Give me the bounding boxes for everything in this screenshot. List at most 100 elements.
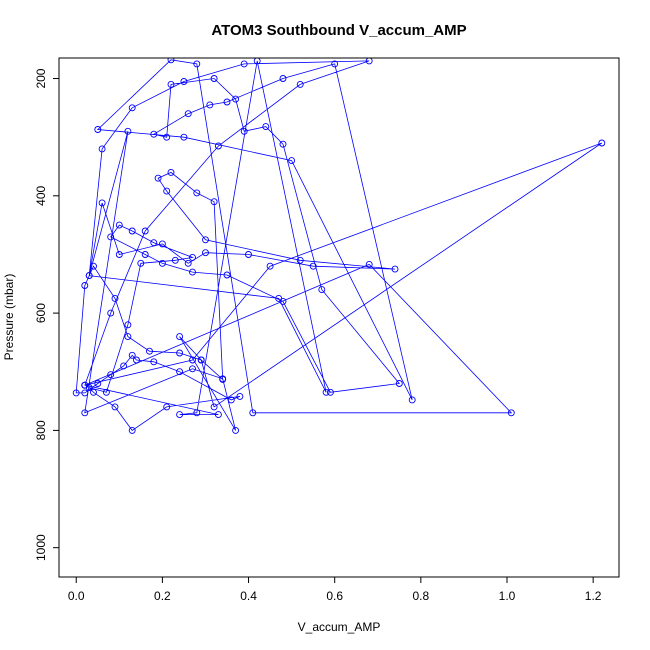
- data-point: [266, 262, 274, 270]
- data-point: [167, 168, 175, 176]
- series-layer: [72, 58, 606, 434]
- data-point: [167, 80, 175, 88]
- data-point: [219, 375, 227, 383]
- data-point: [90, 388, 97, 396]
- data-point: [72, 389, 80, 397]
- data-point: [202, 236, 209, 244]
- data-point: [180, 133, 188, 141]
- y-tick-label: 600: [34, 303, 48, 323]
- data-point: [98, 145, 106, 153]
- data-point: [240, 127, 248, 135]
- data-point: [193, 409, 201, 417]
- data-point: [176, 368, 184, 376]
- x-axis: 0.0 0.2 0.4 0.6 0.8 1.0 1.2: [68, 576, 602, 603]
- data-point: [163, 403, 171, 411]
- data-point: [158, 240, 166, 248]
- data-point: [176, 349, 184, 357]
- data-point: [202, 249, 209, 257]
- x-tick-label: 0.0: [68, 589, 85, 603]
- data-point: [124, 321, 132, 329]
- data-point: [395, 380, 403, 387]
- data-point: [141, 251, 149, 258]
- y-tick-label: 1000: [34, 534, 48, 561]
- data-point: [81, 409, 89, 417]
- data-point: [81, 381, 89, 389]
- data-point: [107, 233, 115, 241]
- data-point: [365, 260, 373, 268]
- data-point: [81, 282, 89, 289]
- data-point: [240, 60, 248, 68]
- data-point: [193, 60, 201, 68]
- data-point: [94, 380, 102, 387]
- data-point: [189, 253, 196, 261]
- data-point: [115, 221, 123, 229]
- data-point: [206, 101, 214, 109]
- data-point: [262, 123, 270, 131]
- data-point: [128, 227, 136, 235]
- data-point: [154, 174, 162, 182]
- data-point: [146, 347, 153, 355]
- data-point: [167, 58, 175, 64]
- x-tick-label: 0.6: [326, 589, 343, 603]
- data-point: [245, 251, 252, 258]
- data-point: [120, 362, 128, 370]
- data-point: [98, 199, 106, 207]
- data-point: [158, 259, 166, 267]
- data-point: [236, 392, 244, 400]
- data-point: [133, 356, 140, 364]
- data-point: [210, 198, 218, 206]
- data-point: [189, 356, 196, 364]
- data-point: [111, 403, 119, 411]
- data-point: [253, 58, 261, 65]
- data-point: [232, 95, 240, 103]
- data-point: [309, 262, 317, 270]
- data-point: [249, 409, 257, 417]
- data-point: [85, 272, 93, 280]
- data-point: [598, 139, 606, 147]
- data-point: [107, 371, 115, 379]
- data-point: [318, 286, 326, 294]
- data-point: [189, 365, 196, 373]
- data-point: [171, 256, 179, 264]
- x-tick-label: 0.8: [413, 589, 430, 603]
- y-tick-label: 800: [34, 420, 48, 440]
- data-point: [107, 309, 115, 317]
- data-point: [128, 351, 136, 359]
- data-point: [189, 268, 196, 276]
- y-tick-label: 200: [34, 68, 48, 88]
- data-point: [184, 259, 192, 267]
- y-axis: 200 400 600 800 1000: [34, 68, 60, 561]
- data-point: [111, 294, 119, 302]
- data-point: [150, 239, 158, 247]
- data-point: [193, 189, 201, 197]
- x-tick-label: 1.2: [585, 589, 602, 603]
- data-point: [94, 126, 102, 133]
- y-tick-label: 400: [34, 185, 48, 205]
- data-point: [214, 411, 222, 419]
- x-tick-label: 1.0: [499, 589, 516, 603]
- data-point: [128, 104, 136, 112]
- data-point: [128, 426, 136, 434]
- data-point: [150, 358, 158, 366]
- x-tick-label: 0.4: [240, 589, 257, 603]
- x-tick-label: 0.2: [154, 589, 171, 603]
- data-point: [296, 256, 304, 264]
- data-point: [322, 388, 330, 396]
- data-point: [223, 271, 231, 279]
- data-point: [197, 356, 205, 364]
- data-point: [90, 262, 97, 270]
- data-point: [275, 294, 283, 302]
- data-point: [210, 75, 218, 82]
- data-point: [223, 98, 231, 106]
- data-point: [326, 388, 334, 396]
- data-point: [279, 75, 287, 82]
- data-point: [124, 127, 132, 135]
- data-point: [288, 157, 296, 165]
- data-point: [214, 142, 222, 150]
- data-point: [408, 396, 416, 404]
- data-point: [507, 409, 515, 417]
- data-point: [150, 130, 158, 138]
- data-point: [137, 259, 145, 267]
- data-point: [296, 80, 304, 88]
